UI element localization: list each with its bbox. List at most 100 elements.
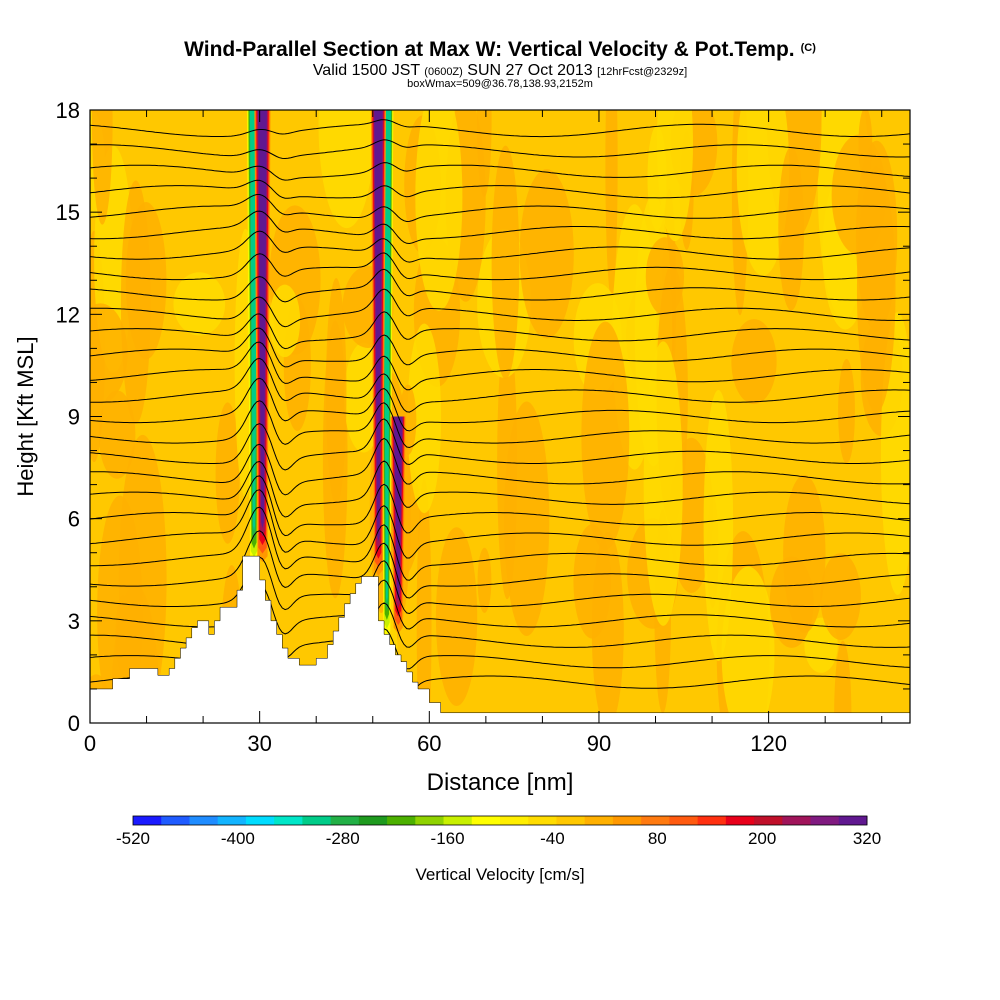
- colorbar-label: Vertical Velocity [cm/s]: [415, 865, 584, 884]
- valid-z: (0600Z): [424, 66, 463, 78]
- colorbar-tick-label: 200: [748, 829, 776, 848]
- isentrope-line: [90, 530, 910, 599]
- y-tick-label: 0: [68, 711, 80, 736]
- y-tick-label: 9: [68, 405, 80, 430]
- colorbar-swatch: [302, 816, 332, 825]
- colorbar-swatch: [415, 816, 445, 825]
- colorbar-swatch: [245, 816, 275, 825]
- field-patch: [736, 110, 790, 276]
- field-patch: [581, 321, 630, 550]
- field-patch: [215, 402, 240, 544]
- field-patch: [173, 272, 226, 336]
- field-patch: [491, 145, 520, 380]
- terrain: [90, 555, 910, 723]
- x-tick-label: 120: [750, 731, 787, 756]
- field-patch: [125, 202, 167, 360]
- colorbar-swatch: [697, 816, 727, 825]
- colorbar-swatch: [500, 816, 529, 825]
- colorbar-swatch: [754, 816, 783, 825]
- field-patch: [838, 358, 855, 464]
- colorbar-swatch: [161, 816, 190, 825]
- colorbar-swatch: [330, 816, 360, 825]
- x-tick-label: 30: [247, 731, 271, 756]
- isentrope-line: [90, 210, 910, 245]
- colorbar-swatch: [217, 816, 247, 825]
- field-patch: [645, 237, 685, 316]
- colorbar-tick-label: -40: [540, 829, 565, 848]
- colorbar-swatch: [810, 816, 840, 825]
- isentrope-line: [90, 311, 910, 350]
- isentrope-line: [90, 162, 910, 181]
- box-wmax-line: boxWmax=509@36.78,138.93,2152m: [407, 78, 593, 90]
- field-patch: [476, 110, 492, 198]
- field-patch: [416, 478, 432, 723]
- copyright-mark: (C): [800, 42, 816, 54]
- colorbar-swatch: [274, 816, 303, 825]
- field-patch: [269, 284, 301, 358]
- isentrope-line: [90, 489, 910, 559]
- isentrope-line: [90, 230, 910, 263]
- field-patch: [477, 547, 492, 613]
- isentrope-line: [90, 460, 910, 518]
- field-patch: [820, 553, 861, 640]
- field-patch: [325, 278, 347, 505]
- colorbar-swatch: [471, 816, 501, 825]
- field-patch: [91, 110, 113, 225]
- colorbar-swatch: [782, 816, 812, 825]
- field-patch: [97, 495, 143, 723]
- colorbar-frame: [132, 815, 868, 826]
- colorbar-tick-label: -520: [116, 829, 150, 848]
- title-text: Wind-Parallel Section at Max W: Vertical…: [184, 38, 795, 61]
- y-tick-label: 6: [68, 507, 80, 532]
- x-tick-label: 0: [84, 731, 96, 756]
- colorbar-swatch: [133, 816, 162, 825]
- isentrope-line: [90, 506, 910, 581]
- updraft-plume: [374, 110, 383, 542]
- isentrope-line: [90, 139, 910, 160]
- plot-area: [90, 110, 910, 723]
- colorbar-swatch: [641, 816, 670, 825]
- colorbar-tick-label: 80: [648, 829, 667, 848]
- field-patch: [721, 566, 775, 723]
- field-patch: [573, 524, 612, 639]
- colorbar-swatch: [358, 816, 388, 825]
- colorbar-tick-label: -400: [221, 829, 255, 848]
- isentrope-line: [90, 341, 910, 391]
- colorbar-swatch: [556, 816, 586, 825]
- field-patch: [497, 327, 518, 600]
- y-tick-label: 3: [68, 609, 80, 634]
- field-patch: [703, 389, 734, 661]
- x-tick-label: 60: [417, 731, 441, 756]
- valid-a: Valid 1500 JST: [312, 62, 425, 79]
- x-axis-label: Distance [nm]: [427, 769, 574, 796]
- isentrope-line: [90, 357, 910, 413]
- field-patch: [769, 556, 814, 648]
- forecast-label: [12hrFcst@2329z]: [597, 66, 688, 78]
- isentrope-line: [90, 418, 910, 471]
- field-patch: [90, 303, 128, 404]
- field-patch: [731, 319, 777, 405]
- colorbar-swatch: [189, 816, 219, 825]
- colorbar-swatch: [528, 816, 557, 825]
- isentrope-line: [90, 377, 910, 432]
- colorbar-swatch: [669, 816, 699, 825]
- field-patch: [605, 110, 618, 298]
- y-tick-label: 12: [56, 302, 80, 327]
- field-patch: [856, 166, 896, 413]
- isentrope-line: [90, 556, 910, 615]
- updraft-plume: [258, 110, 267, 529]
- field-patch: [98, 390, 136, 479]
- isentrope-line: [90, 194, 910, 223]
- isentrope-line: [90, 179, 910, 199]
- colorbar-swatch: [838, 816, 868, 825]
- field-patch: [318, 110, 375, 229]
- field-patch: [519, 169, 574, 339]
- colorbar-swatch: [612, 816, 642, 825]
- y-axis-label: Height [Kft MSL]: [13, 336, 38, 496]
- field-patch: [415, 110, 463, 311]
- field-patch: [656, 110, 693, 242]
- isentrope-line: [90, 437, 910, 496]
- isentrope-line: [90, 400, 910, 449]
- isentrope-line: [90, 252, 910, 281]
- field-patch: [778, 146, 805, 311]
